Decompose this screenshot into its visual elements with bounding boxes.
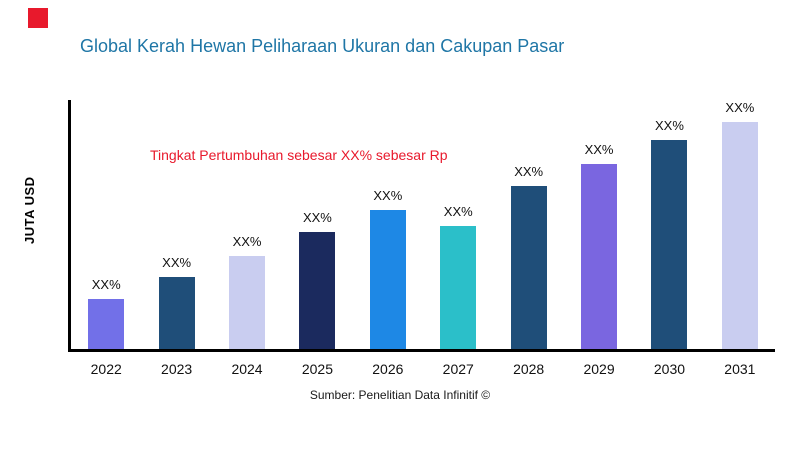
bar-value-label: XX% xyxy=(514,164,544,179)
bar-group: XX% 2023 xyxy=(141,100,211,377)
plot-area: XX% 2022 XX% 2023 XX% 2024 XX% 2025 XX% 2026 XX% 20… xyxy=(68,100,775,377)
bar-value-label: XX% xyxy=(232,234,262,249)
bar xyxy=(721,122,758,349)
y-axis-title: JUTA USD xyxy=(22,176,37,244)
bar-value-label: XX% xyxy=(584,142,614,157)
x-tick-label: 2030 xyxy=(653,361,686,377)
x-tick-label: 2031 xyxy=(724,361,756,377)
x-tick-label: 2027 xyxy=(442,361,474,377)
page-title: Global Kerah Hewan Peliharaan Ukuran dan… xyxy=(80,36,565,56)
bar-group: XX% 2022 xyxy=(71,100,141,377)
brand-square-icon xyxy=(28,8,48,28)
bar xyxy=(299,232,336,349)
bar xyxy=(440,226,477,349)
bar-group: XX% 2029 xyxy=(564,100,634,377)
bar-group: XX% 2028 xyxy=(493,100,563,377)
x-tick-label: 2024 xyxy=(231,361,263,377)
x-tick-label: 2025 xyxy=(301,361,333,377)
bar-group: XX% 2027 xyxy=(423,100,493,377)
bar-group: XX% 2024 xyxy=(212,100,282,377)
bar-value-label: XX% xyxy=(443,204,473,219)
bar xyxy=(510,186,547,349)
bar xyxy=(369,210,406,349)
bar xyxy=(651,140,688,349)
x-tick-label: 2029 xyxy=(583,361,615,377)
bar xyxy=(158,277,195,349)
bar-value-label: XX% xyxy=(302,210,332,225)
bar xyxy=(88,299,125,349)
x-tick-label: 2028 xyxy=(513,361,545,377)
bar-group: XX% 2025 xyxy=(282,100,352,377)
bar-group: XX% 2030 xyxy=(634,100,704,377)
x-tick-label: 2026 xyxy=(372,361,404,377)
growth-annotation: Tingkat Pertumbuhan sebesar XX% sebesar … xyxy=(150,147,448,163)
bar-value-label: XX% xyxy=(655,118,684,133)
bar xyxy=(581,164,618,349)
bar-value-label: XX% xyxy=(373,188,403,203)
bar-value-label: XX% xyxy=(162,255,192,270)
source-caption: Sumber: Penelitian Data Infinitif © xyxy=(309,388,491,402)
bar-group: XX% 2031 xyxy=(705,100,775,377)
x-tick-label: 2022 xyxy=(90,361,122,377)
x-tick-label: 2023 xyxy=(161,361,193,377)
bar-value-label: XX% xyxy=(91,277,121,292)
bar-value-label: XX% xyxy=(725,100,755,115)
bar-group: XX% 2026 xyxy=(353,100,423,377)
bar xyxy=(229,256,266,349)
